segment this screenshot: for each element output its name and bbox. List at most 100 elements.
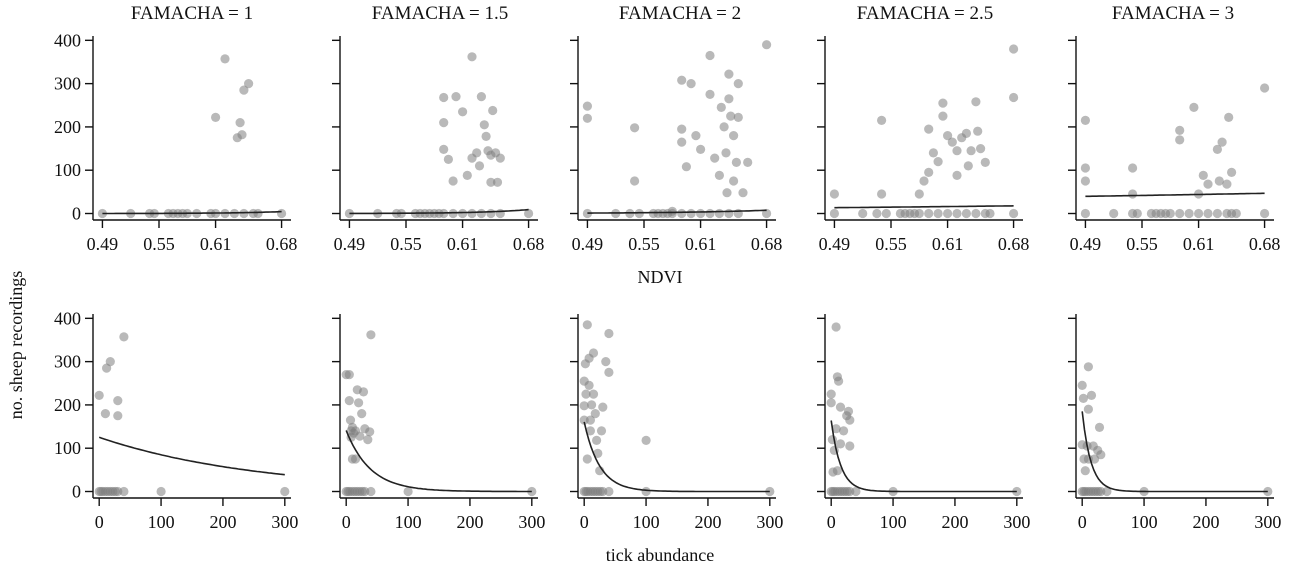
data-point [1203, 208, 1213, 219]
data-point [592, 435, 602, 445]
x-tick-label: 300 [1254, 512, 1281, 532]
data-point [1083, 404, 1093, 414]
data-point [1128, 189, 1138, 199]
data-point [1194, 208, 1204, 219]
data-point [587, 400, 597, 410]
data-point [474, 161, 485, 171]
data-point [363, 435, 373, 445]
data-point [1212, 144, 1222, 154]
data-point [119, 332, 129, 342]
data-point [366, 330, 376, 340]
x-tick-label: 300 [1003, 512, 1030, 532]
data-point [714, 208, 725, 219]
data-point [881, 208, 891, 219]
x-tick-label: 0.55 [1126, 234, 1158, 254]
data-point [831, 322, 841, 332]
data-point [973, 126, 983, 136]
panel-title: FAMACHA = 3 [1112, 3, 1234, 24]
panels: 0 100 200 300 400 0.49 0.55 0.61 0.68 0.49 0.55 0.6… [54, 30, 1281, 532]
data-point [1217, 137, 1227, 147]
x-tick-label: 0.49 [87, 234, 119, 254]
x-tick-label: 0.49 [334, 234, 366, 254]
y-tick-label: 400 [54, 30, 81, 50]
data-point [237, 130, 247, 140]
data-point [914, 189, 924, 199]
x-tick-label: 0.49 [819, 234, 851, 254]
data-point [733, 112, 743, 122]
data-point [696, 208, 706, 219]
data-point [705, 89, 715, 99]
data-point [1109, 208, 1119, 219]
panel: 0 100 200 300 400 0.49 0.55 0.61 0.68 [54, 30, 297, 254]
data-point [472, 148, 482, 158]
data-point [458, 208, 468, 219]
data-point [677, 75, 687, 85]
data-point [714, 170, 725, 180]
data-point [641, 486, 651, 497]
data-point [1080, 163, 1090, 173]
data-point [731, 157, 742, 167]
x-tick-label: 0 [95, 512, 104, 532]
data-point [971, 97, 981, 107]
data-point [582, 101, 593, 111]
data-point [1094, 422, 1105, 432]
y-tick-label: 400 [54, 308, 81, 328]
data-point [681, 162, 692, 172]
data-point [448, 176, 458, 186]
data-point [1096, 450, 1106, 460]
x-tick-label: 0.61 [1183, 234, 1215, 254]
data-point [1184, 208, 1194, 219]
data-point [366, 486, 376, 497]
data-point [762, 208, 772, 219]
data-point [588, 348, 599, 358]
data-point [845, 415, 855, 425]
panel: 0 100 200 300 [817, 314, 1030, 532]
x-tick-label: 200 [694, 512, 721, 532]
data-point [581, 389, 591, 399]
fitted-curve [1081, 411, 1268, 493]
panel-title: FAMACHA = 2.5 [857, 3, 994, 24]
data-point [835, 439, 846, 449]
data-point [952, 146, 962, 156]
data-point [113, 411, 123, 421]
data-point [344, 370, 354, 380]
x-axis-label-ndvi: NDVI [638, 267, 683, 287]
data-point [1077, 380, 1087, 390]
data-point [582, 454, 592, 464]
x-tick-label: 100 [1131, 512, 1158, 532]
data-point [843, 406, 854, 416]
data-point [705, 50, 715, 61]
data-point [462, 170, 472, 180]
data-point [976, 144, 986, 154]
data-point [839, 426, 849, 436]
data-point [1080, 208, 1090, 219]
data-point [355, 431, 365, 441]
data-point [1128, 163, 1138, 173]
data-point [705, 208, 715, 219]
x-tick-label: 0 [827, 512, 836, 532]
x-tick-label: 200 [1192, 512, 1219, 532]
data-point [919, 176, 929, 186]
x-tick-label: 0.68 [266, 234, 298, 254]
x-tick-label: 200 [456, 512, 483, 532]
data-point [686, 208, 696, 219]
data-point [1132, 208, 1142, 219]
data-point [357, 409, 367, 419]
data-point [724, 208, 734, 219]
data-point [829, 189, 840, 199]
data-point [829, 208, 840, 219]
data-point [481, 131, 491, 141]
fitted-curve [583, 421, 770, 493]
data-point [443, 154, 453, 164]
data-point [832, 466, 843, 476]
y-axis-label: no. sheep recordings [6, 271, 26, 419]
panel: 0.49 0.55 0.61 0.68 [817, 36, 1029, 254]
data-point [1212, 208, 1222, 219]
x-tick-label: 100 [633, 512, 660, 532]
data-point [100, 409, 110, 419]
data-point [845, 441, 855, 451]
data-point [738, 188, 748, 198]
data-point [677, 208, 687, 219]
data-point [721, 148, 731, 158]
x-axis-label-tick-abundance: tick abundance [606, 545, 714, 565]
